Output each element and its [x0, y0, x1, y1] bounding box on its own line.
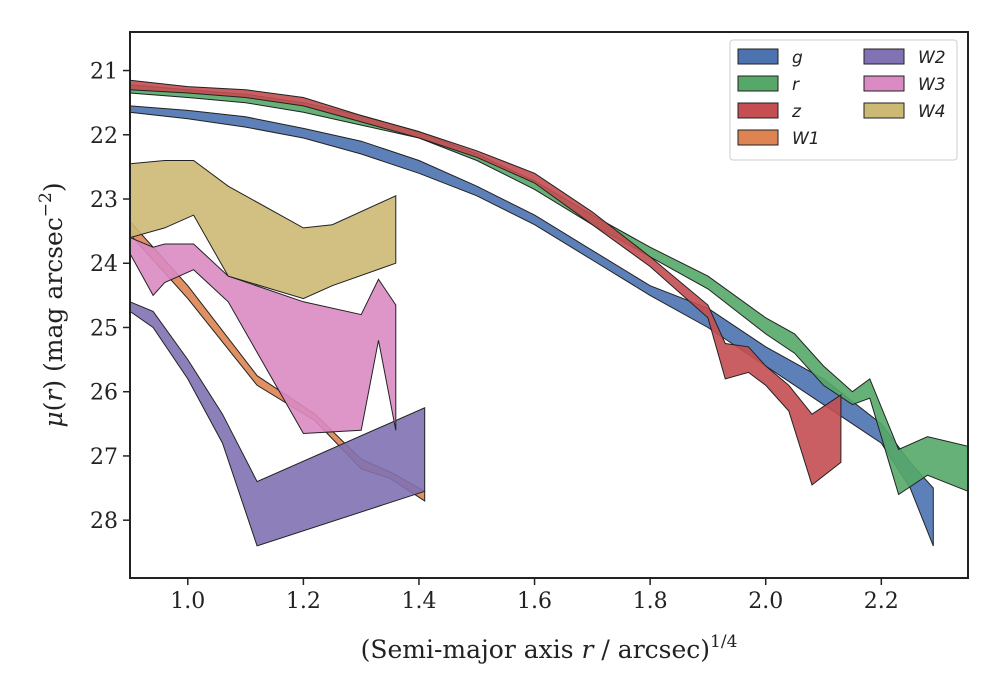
x-tick-label: 1.4: [401, 589, 436, 614]
legend-swatch-z: [737, 102, 779, 119]
y-tick-label: 28: [90, 509, 118, 534]
legend-label-g: g: [792, 48, 803, 68]
x-tick-label: 1.2: [286, 589, 321, 614]
legend-swatch-g: [737, 48, 779, 65]
x-tick-label: 2.2: [864, 589, 899, 614]
legend-label-w2: W2: [918, 48, 946, 68]
band-w4: [129, 160, 397, 300]
legend-frame: [729, 39, 958, 161]
y-tick-label: 21: [90, 60, 118, 85]
y-tick-label: 25: [90, 316, 118, 341]
legend-swatch-r: [737, 75, 779, 92]
x-tick-label: 2.0: [748, 589, 783, 614]
band-g: [129, 105, 934, 547]
y-tick-label: 24: [90, 252, 118, 277]
legend-label-w4: W4: [918, 102, 946, 122]
y-tick-label: 23: [90, 188, 118, 213]
y-tick-label: 26: [90, 381, 118, 406]
band-w2: [129, 301, 426, 547]
bands-layer: [129, 79, 969, 547]
x-axis-label: (Semi-major axis r / arcsec)1/4: [361, 632, 738, 664]
legend-swatch-w4: [863, 102, 905, 119]
legend-label-w3: W3: [918, 75, 946, 95]
x-tick-label: 1.8: [633, 589, 668, 614]
y-axis-label: μ(r) (mag arcsec−2): [36, 182, 68, 427]
legend-swatch-w3: [863, 75, 905, 92]
legend: grz W1 W2 W3 W4: [729, 39, 958, 161]
y-tick-label: 22: [90, 124, 118, 149]
legend-label-w1: W1: [792, 129, 820, 149]
y-tick-label: 27: [90, 445, 118, 470]
legend-swatch-w2: [863, 48, 905, 65]
band-z: [129, 79, 842, 486]
band-w1: [129, 220, 426, 502]
ticks-layer: 1.0 1.2 1.4 1.6 1.8 2.0 2.2 21 22 23 24 25 26 27 28: [90, 60, 899, 614]
x-tick-label: 1.6: [517, 589, 552, 614]
legend-label-r: r: [792, 75, 800, 95]
legend-swatch-w1: [737, 129, 779, 146]
plot-frame: [129, 31, 969, 579]
x-tick-label: 1.0: [170, 589, 205, 614]
legend-label-z: z: [791, 102, 802, 122]
band-w3: [129, 236, 397, 435]
